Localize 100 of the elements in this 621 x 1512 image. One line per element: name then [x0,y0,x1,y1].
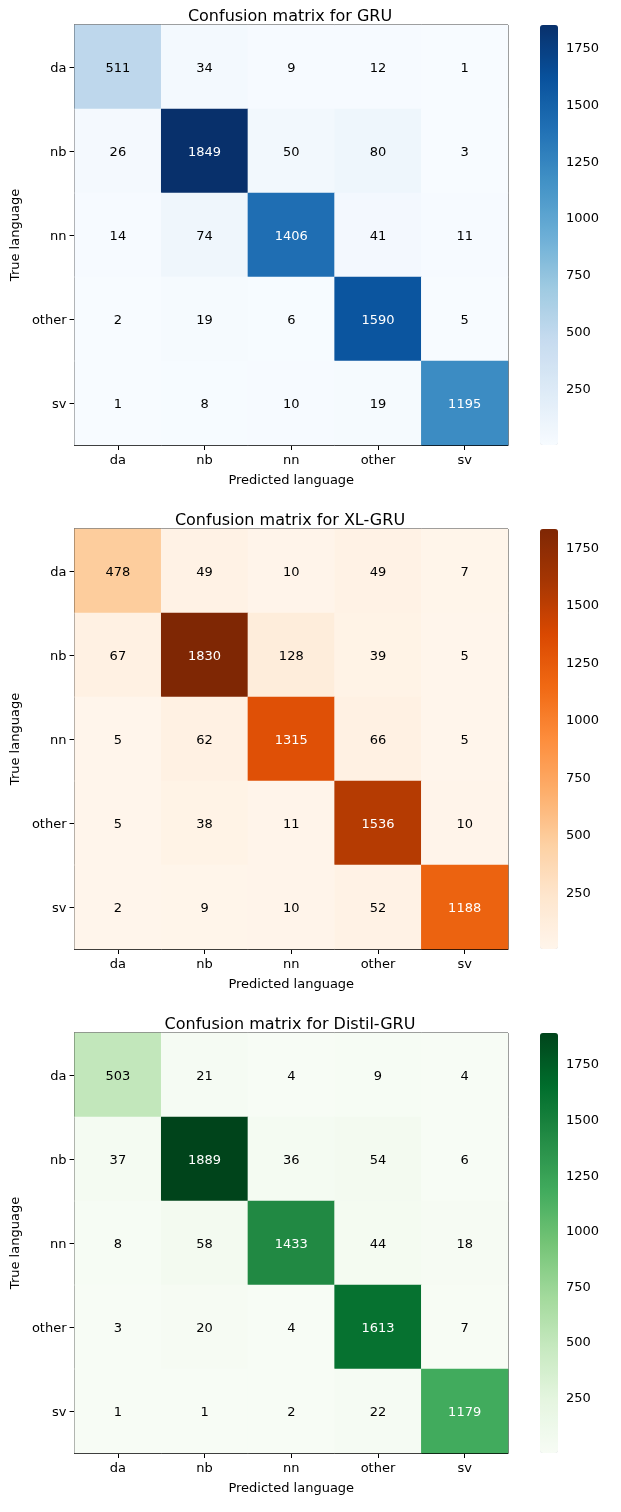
color-bar-label: 1000 [566,1223,600,1239]
data-label: 11 [282,815,300,831]
data-label: 11 [456,227,473,243]
data-label: 52 [369,899,387,915]
data-label: 37 [109,1151,127,1167]
color-bar-label: 500 [566,827,591,843]
color-bar-label: 750 [566,267,591,283]
data-label: 8 [113,1235,123,1251]
data-label: 10 [282,395,300,411]
data-label: 14 [109,227,127,243]
color-bar-label: 250 [566,380,591,396]
data-label: 478 [105,563,131,579]
y-axis-title: True language [7,1196,22,1291]
data-label: 1 [113,395,123,411]
y-tick-label: other [31,311,68,327]
data-label: 36 [282,1151,300,1167]
data-label: 1179 [448,1403,482,1419]
color-bar-label: 750 [566,1278,591,1294]
data-label: 4 [460,1067,469,1083]
x-tick-label: other [360,956,396,971]
data-label: 4 [287,1319,296,1335]
data-label: 74 [196,227,213,243]
data-label: 5 [113,731,123,747]
data-label: 1889 [188,1151,222,1167]
data-label: 44 [369,1235,387,1251]
x-tick-label: da [109,1460,126,1475]
color-bar-label: 1500 [566,597,600,613]
data-label: 2 [113,899,123,915]
color-bar-label: 1500 [566,96,600,112]
data-label: 5 [460,647,469,663]
data-label: 7 [460,563,469,579]
color-bar-label: 500 [566,324,591,340]
data-label: 67 [109,647,127,663]
data-label: 6 [287,311,296,327]
data-label: 9 [287,59,296,75]
y-tick-label: nb [50,647,67,663]
color-bar-label: 500 [566,1334,591,1350]
data-label: 26 [109,143,127,159]
y-tick-label: other [31,815,68,831]
data-label: 66 [369,731,387,747]
x-tick-label: nb [196,956,213,971]
x-axis-title: Predicted language [228,1480,355,1495]
data-label: 38 [196,815,213,831]
data-label: 20 [196,1319,213,1335]
data-label: 1 [460,59,469,75]
data-label: 10 [282,563,300,579]
x-tick-label: nb [196,452,213,467]
color-bar-label: 750 [566,769,591,785]
data-label: 12 [369,59,387,75]
data-label: 80 [369,143,387,159]
x-tick-label: nn [283,452,300,467]
data-label: 8 [200,395,209,411]
color-bar-label: 1750 [566,539,600,555]
chart-title: Confusion matrix for Distil-GRU [164,1013,416,1033]
y-axis-title: True language [7,692,22,787]
y-tick-label: nn [50,1235,67,1251]
data-label: 3 [113,1319,123,1335]
data-label: 503 [105,1067,131,1083]
data-label: 19 [196,311,213,327]
data-label: 49 [369,563,387,579]
color-bar-label: 1000 [566,712,600,728]
y-tick-label: nb [50,143,67,159]
color-bar-label: 1250 [566,654,600,670]
data-label: 9 [200,899,209,915]
color-bar-label: 1500 [566,1112,600,1128]
data-label: 511 [105,59,131,75]
color-bar-label: 1250 [566,153,600,169]
data-label: 5 [460,731,469,747]
data-label: 2 [287,1403,296,1419]
data-label: 1195 [448,395,482,411]
data-label: 1406 [274,227,308,243]
data-label: 21 [196,1067,213,1083]
data-label: 7 [460,1319,469,1335]
x-tick-label: other [360,452,396,467]
x-tick-label: sv [457,956,473,971]
data-label: 10 [456,815,473,831]
data-label: 10 [282,899,300,915]
data-label: 19 [369,395,387,411]
data-label: 54 [369,1151,387,1167]
data-label: 1536 [361,815,395,831]
data-label: 1315 [274,731,308,747]
data-label: 1849 [188,143,222,159]
data-label: 4 [287,1067,296,1083]
data-label: 49 [196,563,213,579]
data-label: 2 [113,311,123,327]
y-tick-label: sv [52,1403,67,1419]
data-label: 9 [373,1067,383,1083]
x-tick-label: nb [196,1460,213,1475]
data-label: 50 [282,143,300,159]
y-tick-label: da [50,1067,67,1083]
data-label: 128 [278,647,304,663]
color-bar-label: 1750 [566,1056,600,1072]
x-tick-label: nn [283,956,300,971]
y-tick-label: nn [50,227,67,243]
x-tick-label: da [109,452,126,467]
data-label: 18 [456,1235,473,1251]
x-axis-title: Predicted language [228,976,355,991]
data-label: 5 [113,815,123,831]
data-label: 58 [196,1235,213,1251]
data-label: 1188 [448,899,482,915]
